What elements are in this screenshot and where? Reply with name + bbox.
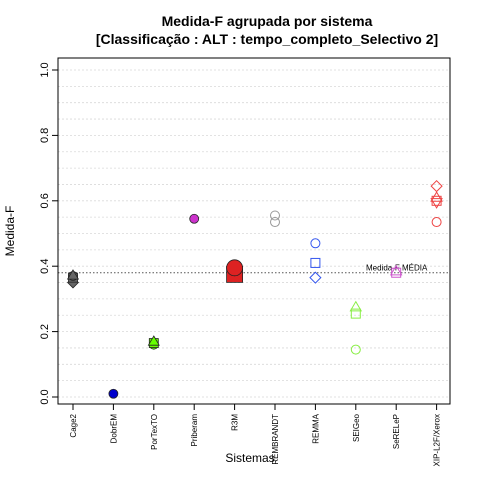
point-portexto [147,335,160,346]
x-tick-label: SeRELeP [392,414,401,449]
x-tick-label: DobrEM [109,414,118,444]
point-rembrandt [270,210,280,221]
point-xip-l2f-xerox [430,179,443,193]
point-remma [309,271,322,284]
x-tick-label: PorTexTO [150,414,159,450]
plot-frame [57,57,451,405]
x-tick-label: SEIGeo [352,413,361,442]
y-tick-label: 0.8 [39,128,51,143]
x-axis: Cage2 DobrEM PorTexTO Priberam R3M REMBRANDT R… [69,404,442,466]
point-dobrem [108,388,119,399]
point-priberam [189,213,200,224]
y-tick-label: 0.6 [39,193,51,208]
chart-title: Medida-F agrupada por sistema [162,13,373,29]
x-tick-label: Cage2 [69,413,78,437]
x-tick-label: REMBRANDT [271,414,280,465]
x-tick-label: R3M [231,414,240,431]
point-seigeo [349,300,363,312]
point-rembrandt [270,217,280,228]
point-serelep [389,264,403,276]
point-seigeo [350,344,361,355]
y-axis-label: Medida-F [3,206,17,257]
x-axis-label: Sistemas [225,451,274,465]
point-r3m [226,259,244,277]
y-tick-label: 1.0 [39,62,51,77]
y-tick-label: 0.2 [39,324,51,339]
y-tick-label: 0.0 [39,389,51,404]
point-serelep [391,267,402,278]
chart-subtitle: [Classificação : ALT : tempo_completo_Se… [96,31,438,47]
x-tick-label: Priberam [190,414,199,447]
minor-gridlines [58,69,450,398]
x-tick-label: XIP-L2F/Xerox [433,414,442,466]
data-points [66,179,443,399]
point-xip-l2f-xerox [431,217,442,228]
point-xip-l2f-xerox [430,198,443,209]
point-seigeo [350,308,361,319]
x-tick-label: REMMA [311,413,320,443]
point-cage2 [66,269,80,280]
point-remma [310,238,321,249]
y-tick-label: 0.4 [39,259,51,274]
point-remma [310,257,321,268]
y-axis: 0.0 0.2 0.4 0.6 0.8 1.0 [39,62,58,405]
